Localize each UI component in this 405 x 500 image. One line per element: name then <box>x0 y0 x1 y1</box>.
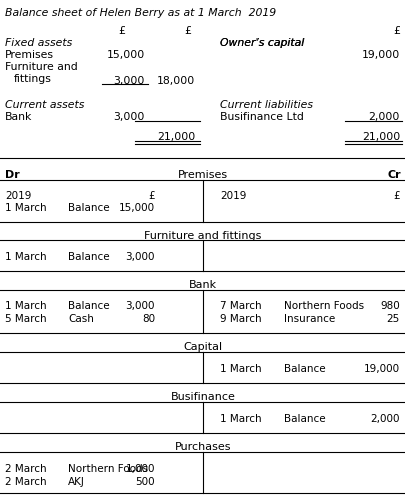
Text: 1,000: 1,000 <box>125 464 155 474</box>
Text: Bank: Bank <box>188 280 217 290</box>
Text: 1 March: 1 March <box>220 364 261 374</box>
Text: £: £ <box>392 26 399 36</box>
Text: Balance: Balance <box>68 301 109 311</box>
Text: 1 March: 1 March <box>5 203 47 213</box>
Text: Cash: Cash <box>68 314 94 324</box>
Text: Busifinance Ltd: Busifinance Ltd <box>220 112 303 122</box>
Text: 2,000: 2,000 <box>370 414 399 424</box>
Text: Bank: Bank <box>5 112 32 122</box>
Text: Balance: Balance <box>284 364 325 374</box>
Text: £: £ <box>392 191 399 201</box>
Text: Balance: Balance <box>68 252 109 262</box>
Text: £: £ <box>184 26 191 36</box>
Text: 2019: 2019 <box>5 191 31 201</box>
Text: 25: 25 <box>386 314 399 324</box>
Text: Fixed assets: Fixed assets <box>5 38 72 48</box>
Text: 5 March: 5 March <box>5 314 47 324</box>
Text: Purchases: Purchases <box>174 442 231 452</box>
Text: 1 March: 1 March <box>5 252 47 262</box>
Text: 80: 80 <box>141 314 155 324</box>
Text: AKJ: AKJ <box>68 477 85 487</box>
Text: fittings: fittings <box>14 74 52 84</box>
Text: Current assets: Current assets <box>5 100 84 110</box>
Text: Balance: Balance <box>284 414 325 424</box>
Text: 15,000: 15,000 <box>107 50 145 60</box>
Text: 1 March: 1 March <box>220 414 261 424</box>
Text: 2 March: 2 March <box>5 477 47 487</box>
Text: 21,000: 21,000 <box>156 132 194 142</box>
Text: 21,000: 21,000 <box>361 132 399 142</box>
Text: 3,000: 3,000 <box>125 301 155 311</box>
Text: 19,000: 19,000 <box>361 50 399 60</box>
Text: 15,000: 15,000 <box>119 203 155 213</box>
Text: Dr: Dr <box>5 170 20 180</box>
Text: 18,000: 18,000 <box>156 76 194 86</box>
Text: Northern Foods: Northern Foods <box>68 464 148 474</box>
Text: 7 March: 7 March <box>220 301 261 311</box>
Text: Owner's capital: Owner's capital <box>220 38 303 48</box>
Text: Furniture and fittings: Furniture and fittings <box>144 231 261 241</box>
Text: Balance: Balance <box>68 203 109 213</box>
Text: Current liabilities: Current liabilities <box>220 100 312 110</box>
Text: 980: 980 <box>379 301 399 311</box>
Text: 3,000: 3,000 <box>113 76 145 86</box>
Text: Premises: Premises <box>5 50 54 60</box>
Text: 2 March: 2 March <box>5 464 47 474</box>
Text: Furniture and: Furniture and <box>5 62 78 72</box>
Text: 500: 500 <box>135 477 155 487</box>
Text: 19,000: 19,000 <box>363 364 399 374</box>
Text: Capital: Capital <box>183 342 222 352</box>
Text: Cr: Cr <box>386 170 400 180</box>
Text: Balance sheet of Helen Berry as at 1 March  2019: Balance sheet of Helen Berry as at 1 Mar… <box>5 8 275 18</box>
Text: 3,000: 3,000 <box>113 112 145 122</box>
Text: Premises: Premises <box>177 170 228 180</box>
Text: £: £ <box>118 26 125 36</box>
Text: 9 March: 9 March <box>220 314 261 324</box>
Text: £: £ <box>148 191 155 201</box>
Text: 2019: 2019 <box>220 191 246 201</box>
Text: Busifinance: Busifinance <box>170 392 235 402</box>
Text: 2,000: 2,000 <box>368 112 399 122</box>
Text: Northern Foods: Northern Foods <box>284 301 363 311</box>
Text: 1 March: 1 March <box>5 301 47 311</box>
Text: Owner’s capital: Owner’s capital <box>220 38 304 48</box>
Text: 3,000: 3,000 <box>125 252 155 262</box>
Text: Insurance: Insurance <box>284 314 335 324</box>
